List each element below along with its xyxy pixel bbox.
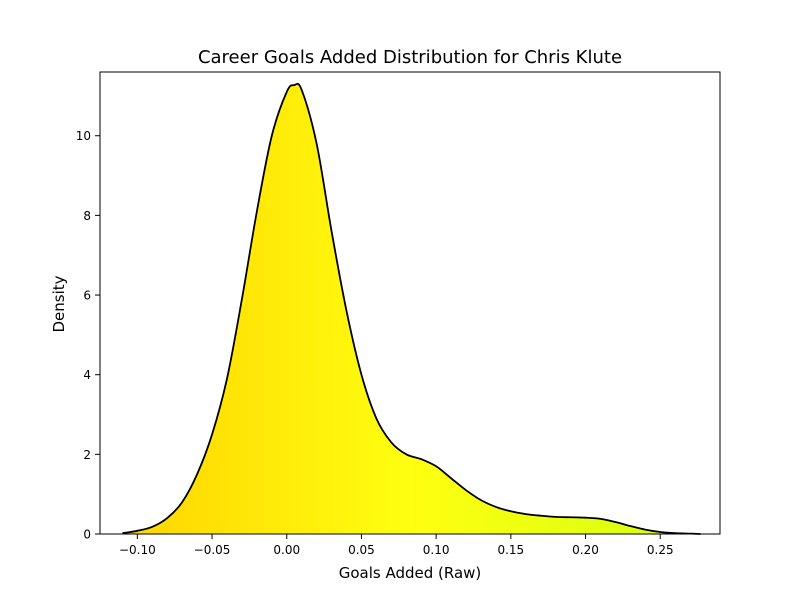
- x-axis: −0.10 −0.05 0.00 0.05 0.10 0.15 0.20 0.25: [119, 534, 674, 557]
- chart-title: Career Goals Added Distribution for Chri…: [198, 47, 622, 68]
- y-tick-label: 8: [83, 209, 91, 223]
- y-tick-label: 2: [83, 448, 91, 462]
- x-tick-label: −0.10: [119, 543, 156, 557]
- density-curve-line: [122, 82, 701, 535]
- plot-area: [99, 71, 721, 535]
- y-tick-label: 4: [83, 368, 91, 382]
- y-axis-label: Density: [50, 275, 68, 332]
- plot-frame: [99, 71, 721, 535]
- y-tick-label: 10: [76, 129, 91, 143]
- x-tick-label: 0.25: [647, 543, 674, 557]
- x-tick-label: 0.00: [273, 543, 300, 557]
- x-tick-label: 0.20: [572, 543, 599, 557]
- density-fill-area: [122, 83, 701, 534]
- y-tick-label: 0: [83, 528, 91, 542]
- x-tick-label: 0.10: [423, 543, 450, 557]
- x-tick-label: 0.05: [348, 543, 375, 557]
- y-axis: 0 2 4 6 8 10: [76, 129, 100, 542]
- y-tick-label: 6: [83, 289, 91, 303]
- x-axis-label: Goals Added (Raw): [339, 564, 482, 582]
- x-tick-label: −0.05: [194, 543, 231, 557]
- x-tick-label: 0.15: [497, 543, 524, 557]
